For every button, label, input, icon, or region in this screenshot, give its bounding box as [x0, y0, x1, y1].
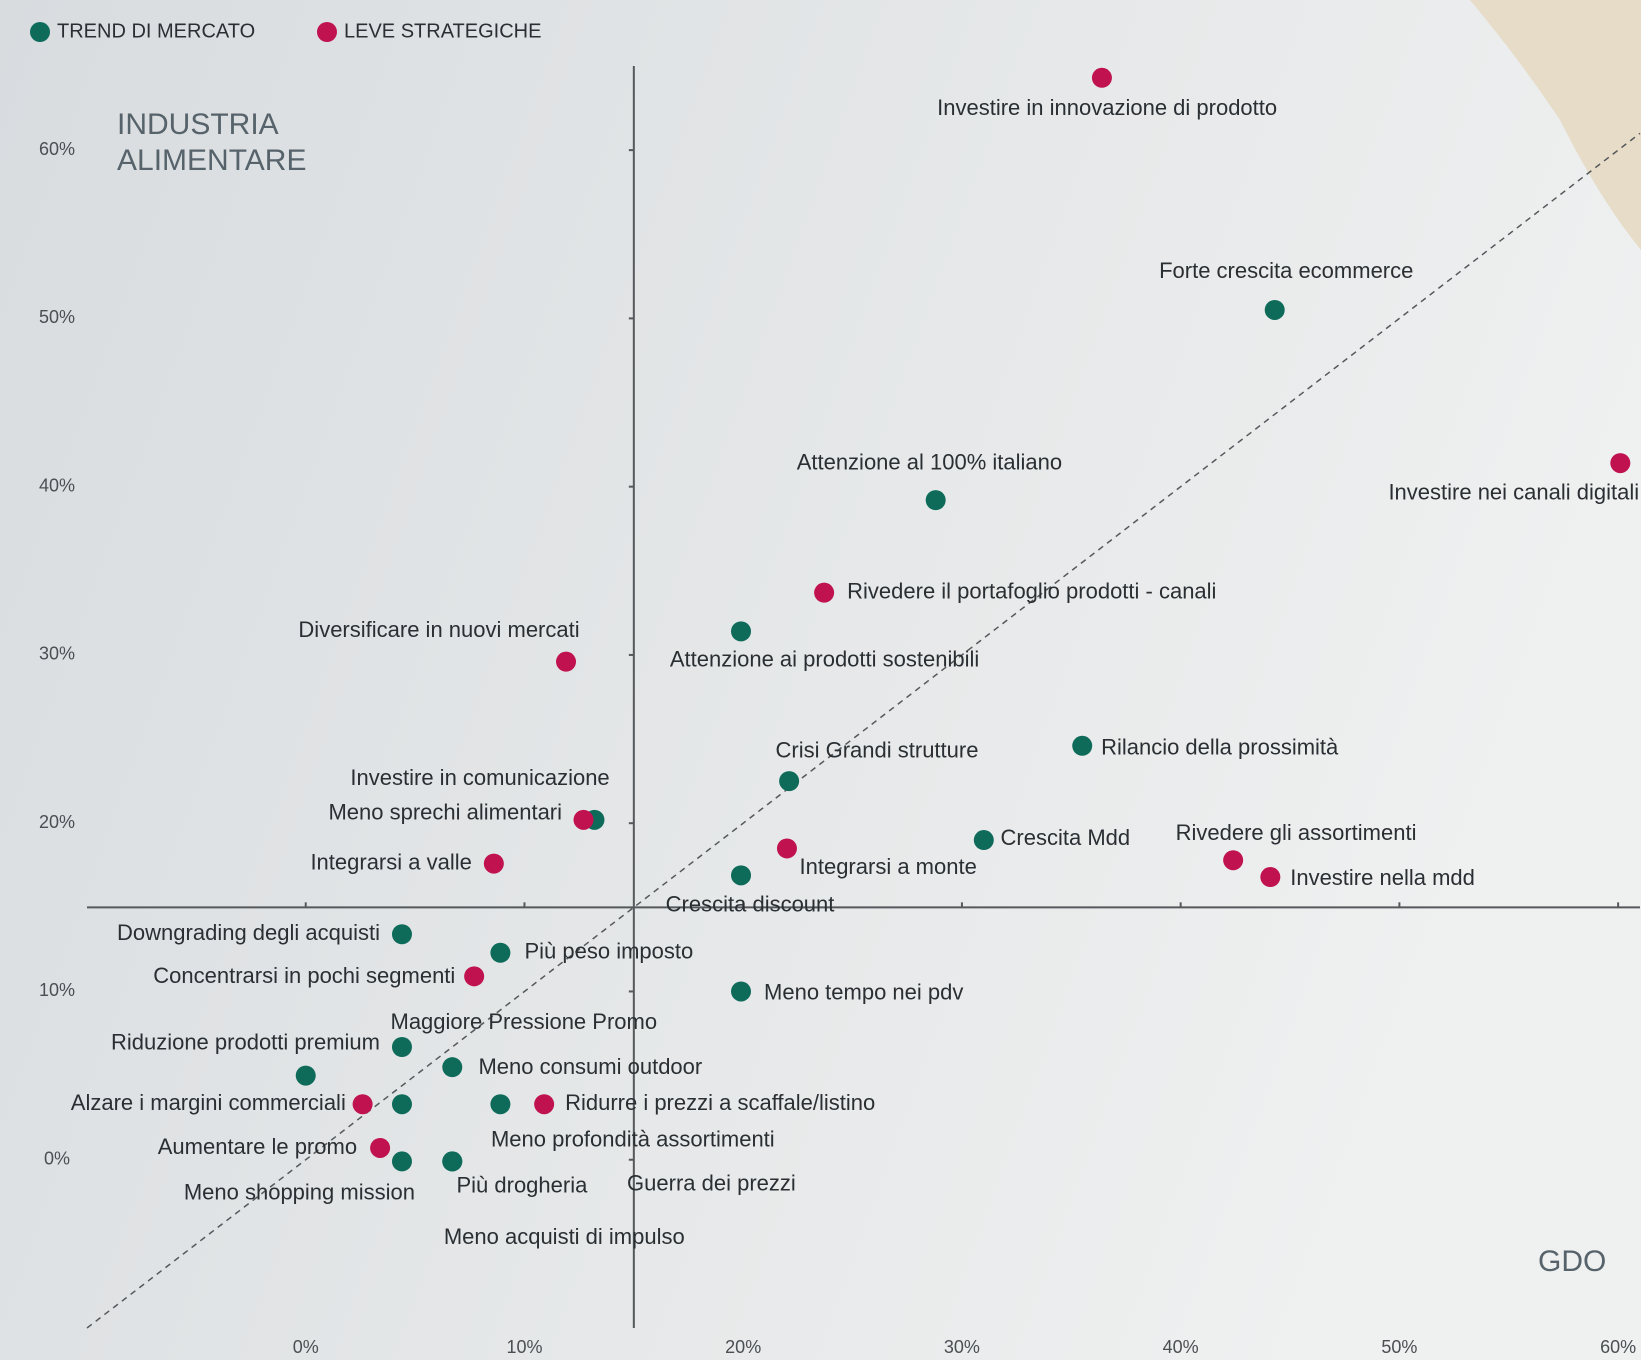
point-label: Downgrading degli acquisti: [117, 920, 380, 945]
point-label: Concentrarsi in pochi segmenti: [153, 963, 455, 988]
point: [442, 1057, 463, 1078]
y-tick-label: 30%: [39, 644, 75, 664]
x-tick-label: 0%: [293, 1337, 319, 1357]
y-tick-label: 50%: [39, 307, 75, 327]
point-label: Aumentare le promo: [158, 1134, 357, 1159]
point-label: Crescita discount: [666, 892, 835, 917]
point: [391, 1036, 412, 1057]
corner-label: GDO: [1538, 1245, 1606, 1278]
point: [490, 942, 511, 963]
point: [391, 1094, 412, 1115]
point-label: Meno profondità assortimenti: [491, 1127, 775, 1152]
point: [1091, 67, 1112, 88]
point: [442, 1151, 463, 1172]
point-label: Più peso imposto: [524, 939, 693, 964]
legend-swatch: [30, 22, 50, 42]
point-label: Integrarsi a monte: [800, 854, 977, 879]
point: [731, 981, 752, 1002]
y-tick-label: 40%: [39, 475, 75, 495]
point-label: Investire in comunicazione: [350, 765, 609, 790]
legend-label: TREND DI MERCATO: [57, 20, 255, 42]
point: [391, 1151, 412, 1172]
point-label: Maggiore Pressione Promo: [391, 1009, 658, 1034]
point-label: Rilancio della prossimità: [1101, 735, 1339, 760]
point: [925, 490, 946, 511]
point-label: Investire nella mdd: [1290, 865, 1475, 890]
legend-swatch: [317, 22, 337, 42]
y-tick-label: 20%: [39, 812, 75, 832]
point: [973, 830, 994, 851]
point-label: Meno tempo nei pdv: [764, 979, 963, 1004]
point: [352, 1094, 373, 1115]
point: [556, 651, 577, 672]
point-label: Meno sprechi alimentari: [328, 799, 562, 824]
y-tick-label: 0%: [44, 1148, 70, 1168]
point-label: Alzare i margini commerciali: [71, 1090, 346, 1115]
corner-label: INDUSTRIA: [117, 108, 279, 141]
point-label: Ridurre i prezzi a scaffale/listino: [565, 1090, 875, 1115]
point: [295, 1065, 316, 1086]
y-tick-label: 60%: [39, 139, 75, 159]
point-label: Crisi Grandi strutture: [776, 738, 979, 763]
point: [1610, 453, 1631, 474]
point: [1260, 867, 1281, 888]
point: [370, 1137, 391, 1158]
x-tick-label: 10%: [506, 1337, 542, 1357]
point: [1223, 850, 1244, 871]
point-label: Crescita Mdd: [1001, 825, 1131, 850]
point: [1072, 735, 1093, 756]
point-label: Diversificare in nuovi mercati: [298, 617, 579, 642]
x-tick-label: 50%: [1381, 1337, 1417, 1357]
point-label: Forte crescita ecommerce: [1159, 258, 1413, 283]
x-tick-label: 60%: [1600, 1337, 1636, 1357]
x-tick-label: 40%: [1163, 1337, 1199, 1357]
legend-label: LEVE STRATEGICHE: [344, 20, 541, 42]
point-label: Meno acquisti di impulso: [444, 1224, 685, 1249]
point: [483, 853, 504, 874]
point-label: Rivedere gli assortimenti: [1176, 820, 1417, 845]
diagonal: [86, 132, 1641, 1329]
corner-label: ALIMENTARE: [117, 144, 306, 177]
x-tick-label: 30%: [944, 1337, 980, 1357]
point-label: Riduzione prodotti premium: [111, 1030, 380, 1055]
x-tick-label: 20%: [725, 1337, 761, 1357]
point: [573, 809, 594, 830]
point-label: Attenzione ai prodotti sostenibili: [670, 646, 979, 671]
point-label: Meno shopping mission: [184, 1180, 415, 1205]
point: [776, 838, 797, 859]
point: [779, 771, 800, 792]
point: [464, 966, 485, 987]
y-tick-label: 10%: [39, 980, 75, 1000]
point-label: Integrarsi a valle: [310, 849, 471, 874]
point: [534, 1094, 555, 1115]
point-label: Investire nei canali digitali: [1388, 479, 1639, 504]
point: [391, 924, 412, 945]
point: [814, 582, 835, 603]
point-label: Più drogheria: [456, 1172, 588, 1197]
point-label: Meno consumi outdoor: [478, 1054, 702, 1079]
decor: [1470, 0, 1641, 250]
point: [731, 621, 752, 642]
point: [1264, 299, 1285, 320]
point: [731, 865, 752, 886]
point-label: Attenzione al 100% italiano: [797, 449, 1062, 474]
point-label: Guerra dei prezzi: [627, 1170, 796, 1195]
plot: 0% 10% 20% 30% 40% 50% 60% 0% 10% 20% 30% 40% 50% 60%…: [30, 20, 1641, 1357]
point-label: Rivedere il portafoglio prodotti - canal…: [847, 578, 1216, 603]
point-label: Investire in innovazione di prodotto: [937, 95, 1277, 120]
point: [490, 1094, 511, 1115]
